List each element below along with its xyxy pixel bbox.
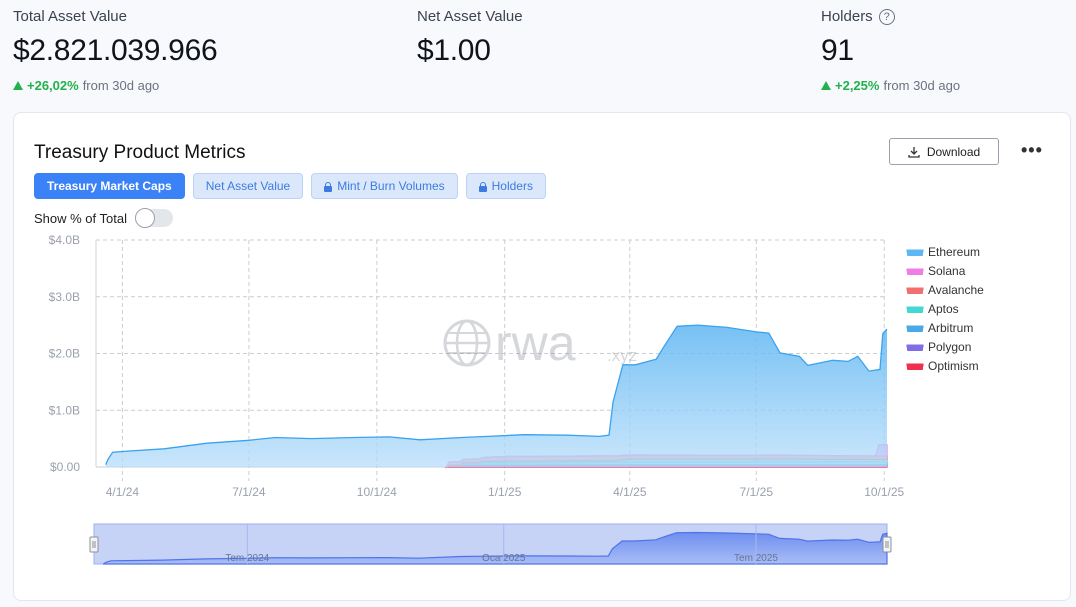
- navigator-label: Tem 2025: [734, 553, 778, 564]
- legend-label: Solana: [928, 264, 966, 278]
- range-navigator: Tem 2024 Oca 2025 Tem 2025: [89, 523, 892, 565]
- show-percent-toggle[interactable]: [134, 208, 173, 228]
- tab-label: Holders: [491, 179, 533, 193]
- help-icon[interactable]: ?: [878, 8, 895, 25]
- stat-change-percent: +26,02%: [27, 78, 79, 93]
- tab-holders[interactable]: Holders: [465, 173, 546, 199]
- stat-label-row: Holders ?: [821, 8, 960, 25]
- lock-icon: [324, 181, 333, 192]
- legend-label: Optimism: [928, 359, 979, 373]
- toggle-knob: [134, 208, 155, 228]
- stat-label: Holders: [821, 8, 873, 25]
- legend-item: Avalanche: [906, 283, 984, 297]
- x-tick-label: 7/1/25: [740, 485, 774, 499]
- y-tick-label: $2.0B: [49, 347, 80, 361]
- stat-value: $2.821.039.966: [13, 34, 218, 67]
- download-icon: [908, 146, 920, 158]
- series-line-ethereum: [105, 324, 888, 465]
- series-area-ethereum: [105, 325, 887, 467]
- tab-label: Net Asset Value: [205, 179, 291, 193]
- stat-value: $1.00: [417, 34, 491, 67]
- tab-mint-burn-volumes[interactable]: Mint / Burn Volumes: [311, 173, 458, 199]
- legend-label: Ethereum: [928, 245, 980, 259]
- total-asset-value-stat: Total Asset Value $2.821.039.966 +26,02%…: [13, 8, 218, 93]
- tab-label: Treasury Market Caps: [47, 179, 172, 193]
- legend-label: Aptos: [928, 302, 959, 316]
- x-tick-label: 4/1/24: [106, 485, 140, 499]
- tab-net-asset-value[interactable]: Net Asset Value: [192, 173, 304, 199]
- legend-label: Arbitrum: [928, 321, 973, 335]
- download-label: Download: [926, 144, 981, 159]
- legend-item: Optimism: [906, 359, 979, 373]
- x-tick-label: 1/1/25: [488, 485, 522, 499]
- x-tick-label: 4/1/25: [613, 485, 647, 499]
- navigator-label: Oca 2025: [482, 553, 526, 564]
- stat-change-suffix: from 30d ago: [883, 78, 961, 93]
- lock-icon: [478, 181, 487, 192]
- stat-change: +26,02% from 30d ago: [13, 78, 217, 93]
- treasury-market-cap-chart: $0.00 $1.0B $2.0B $3.0B $4.0B 4/1/24 7/1/24 10/…: [49, 233, 984, 565]
- watermark-suffix: .xyz: [607, 346, 637, 365]
- stat-label: Net Asset Value: [417, 8, 523, 25]
- more-options-icon[interactable]: •••: [1021, 140, 1043, 160]
- metric-tabs: Treasury Market Caps Net Asset Value Min…: [34, 173, 546, 199]
- legend-item: Polygon: [906, 340, 971, 354]
- navigator-handle-right[interactable]: [882, 536, 892, 553]
- rwa-watermark: rwa .xyz: [443, 315, 637, 371]
- stat-label: Total Asset Value: [13, 8, 127, 25]
- y-tick-label: $3.0B: [49, 290, 80, 304]
- stat-value: 91: [821, 34, 854, 67]
- show-percent-toggle-row: Show % of Total: [34, 208, 173, 228]
- globe-icon: [443, 319, 491, 367]
- up-arrow-icon: [821, 81, 831, 90]
- legend-label: Avalanche: [928, 283, 984, 297]
- stat-change-percent: +2,25%: [835, 78, 880, 93]
- x-tick-label: 7/1/24: [232, 485, 266, 499]
- x-tick-label: 10/1/25: [864, 485, 904, 499]
- legend-item: Aptos: [906, 302, 959, 316]
- up-arrow-icon: [13, 81, 23, 90]
- navigator-label: Tem 2024: [225, 553, 269, 564]
- x-tick-label: 10/1/24: [357, 485, 397, 499]
- stat-change: +2,25% from 30d ago: [821, 78, 960, 93]
- navigator-area: [103, 531, 888, 565]
- watermark-text: rwa: [495, 315, 576, 371]
- tab-treasury-market-caps[interactable]: Treasury Market Caps: [34, 173, 185, 199]
- net-asset-value-stat: Net Asset Value $1.00: [417, 8, 523, 68]
- tab-label: Mint / Burn Volumes: [337, 179, 445, 193]
- card-title: Treasury Product Metrics: [34, 142, 246, 163]
- legend-item: Arbitrum: [906, 321, 973, 335]
- download-button[interactable]: Download: [889, 138, 999, 165]
- holders-stat: Holders ? 91 +2,25% from 30d ago: [821, 8, 960, 93]
- y-tick-label: $1.0B: [49, 403, 80, 417]
- stat-change-suffix: from 30d ago: [82, 78, 160, 93]
- navigator-handle-left[interactable]: [89, 536, 99, 553]
- legend-label: Polygon: [928, 340, 971, 354]
- y-tick-label: $4.0B: [49, 233, 80, 247]
- legend-item: Solana: [906, 264, 966, 278]
- chart-card: Treasury Product Metrics Download ••• Tr…: [13, 112, 1071, 601]
- y-tick-label: $0.00: [50, 460, 80, 474]
- legend-item: Ethereum: [906, 245, 980, 259]
- toggle-label: Show % of Total: [34, 210, 127, 226]
